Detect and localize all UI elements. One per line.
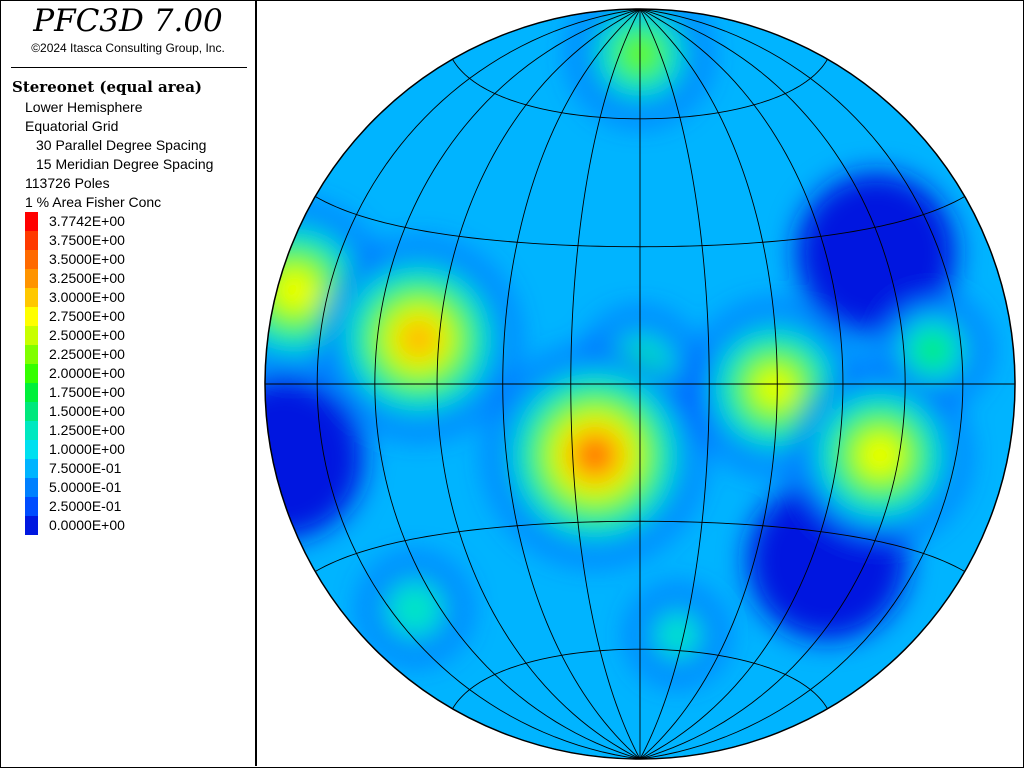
info-contour-method: 1 % Area Fisher Conc [25,194,162,210]
colorbar-swatch [25,421,38,440]
colorbar-swatch [25,364,38,383]
parallel-line [315,520,965,572]
colorbar-swatch [25,307,38,326]
colorbar-label: 1.0000E+00 [49,441,125,457]
colorbar-swatch [25,497,38,516]
concentration-hotspot [580,440,610,470]
colorbar-swatch [25,402,38,421]
app-title: PFC3D 7.00 [33,3,223,39]
colorbar-swatch [25,326,38,345]
legend-panel: PFC3D 7.00 ©2024 Itasca Consulting Group… [1,1,257,766]
concentration-hotspot [859,434,901,476]
parallel-line [452,59,828,120]
colorbar-label: 2.5000E-01 [49,498,122,514]
colorbar-label: 3.7500E+00 [49,232,125,248]
colorbar-swatch [25,345,38,364]
info-pole-count: 113726 Poles [25,175,110,191]
colorbar-label: 2.2500E+00 [49,346,125,362]
colorbar-label: 3.2500E+00 [49,270,125,286]
info-hemisphere: Lower Hemisphere [25,99,143,115]
parallel-line [452,648,828,709]
parallel-line [315,196,965,248]
info-meridian-spacing: 15 Meridian Degree Spacing [36,156,214,172]
colorbar-label: 2.5000E+00 [49,327,125,343]
colorbar-swatch [25,288,38,307]
colorbar-label: 1.5000E+00 [49,403,125,419]
colorbar-swatch [25,269,38,288]
colorbar-swatch [25,383,38,402]
stereonet-plot [264,8,1016,760]
concentration-hotspot [274,269,316,311]
colorbar-swatch [25,516,38,535]
colorbar-swatch [25,440,38,459]
colorbar-label: 7.5000E-01 [49,460,122,476]
colorbar-swatch [25,459,38,478]
colorbar-label: 1.7500E+00 [49,384,125,400]
colorbar-label: 3.7742E+00 [49,213,125,229]
colorbar-swatch [25,212,38,231]
concentration-hotspot [917,334,948,366]
copyright-text: ©2024 Itasca Consulting Group, Inc. [31,41,225,55]
legend-divider [11,67,247,68]
info-grid-type: Equatorial Grid [25,118,119,134]
info-parallel-spacing: 30 Parallel Degree Spacing [36,137,207,153]
colorbar-label: 2.0000E+00 [49,365,125,381]
colorbar-label: 1.2500E+00 [49,422,125,438]
colorbar-label: 3.5000E+00 [49,251,125,267]
concentration-hotspot [400,321,437,357]
colorbar-label: 5.0000E-01 [49,479,122,495]
primitive-circle [264,8,1016,760]
concentration-hotspot [389,583,441,635]
colorbar-label: 3.0000E+00 [49,289,125,305]
low-density-zone [265,379,364,539]
colorbar-swatch [25,250,38,269]
colorbar-swatch [25,231,38,250]
plot-title: Stereonet (equal area) [12,78,203,96]
colorbar-swatch [25,478,38,497]
concentration-hotspot [657,614,698,656]
concentration-hotspot [757,369,793,406]
colorbar-label: 2.7500E+00 [49,308,125,324]
density-contours [265,9,987,682]
low-density-zone [796,172,957,333]
colorbar-label: 0.0000E+00 [49,517,125,533]
